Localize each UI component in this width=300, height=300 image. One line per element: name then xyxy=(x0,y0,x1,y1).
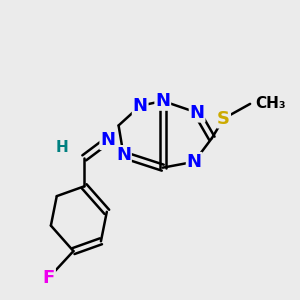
Text: N: N xyxy=(187,153,202,171)
Text: N: N xyxy=(190,104,205,122)
Text: N: N xyxy=(155,92,170,110)
Text: N: N xyxy=(116,146,131,164)
Text: S: S xyxy=(217,110,230,128)
Text: F: F xyxy=(43,268,55,286)
Text: H: H xyxy=(55,140,68,154)
Text: N: N xyxy=(133,97,148,115)
Text: CH₃: CH₃ xyxy=(255,96,286,111)
Text: N: N xyxy=(100,131,115,149)
